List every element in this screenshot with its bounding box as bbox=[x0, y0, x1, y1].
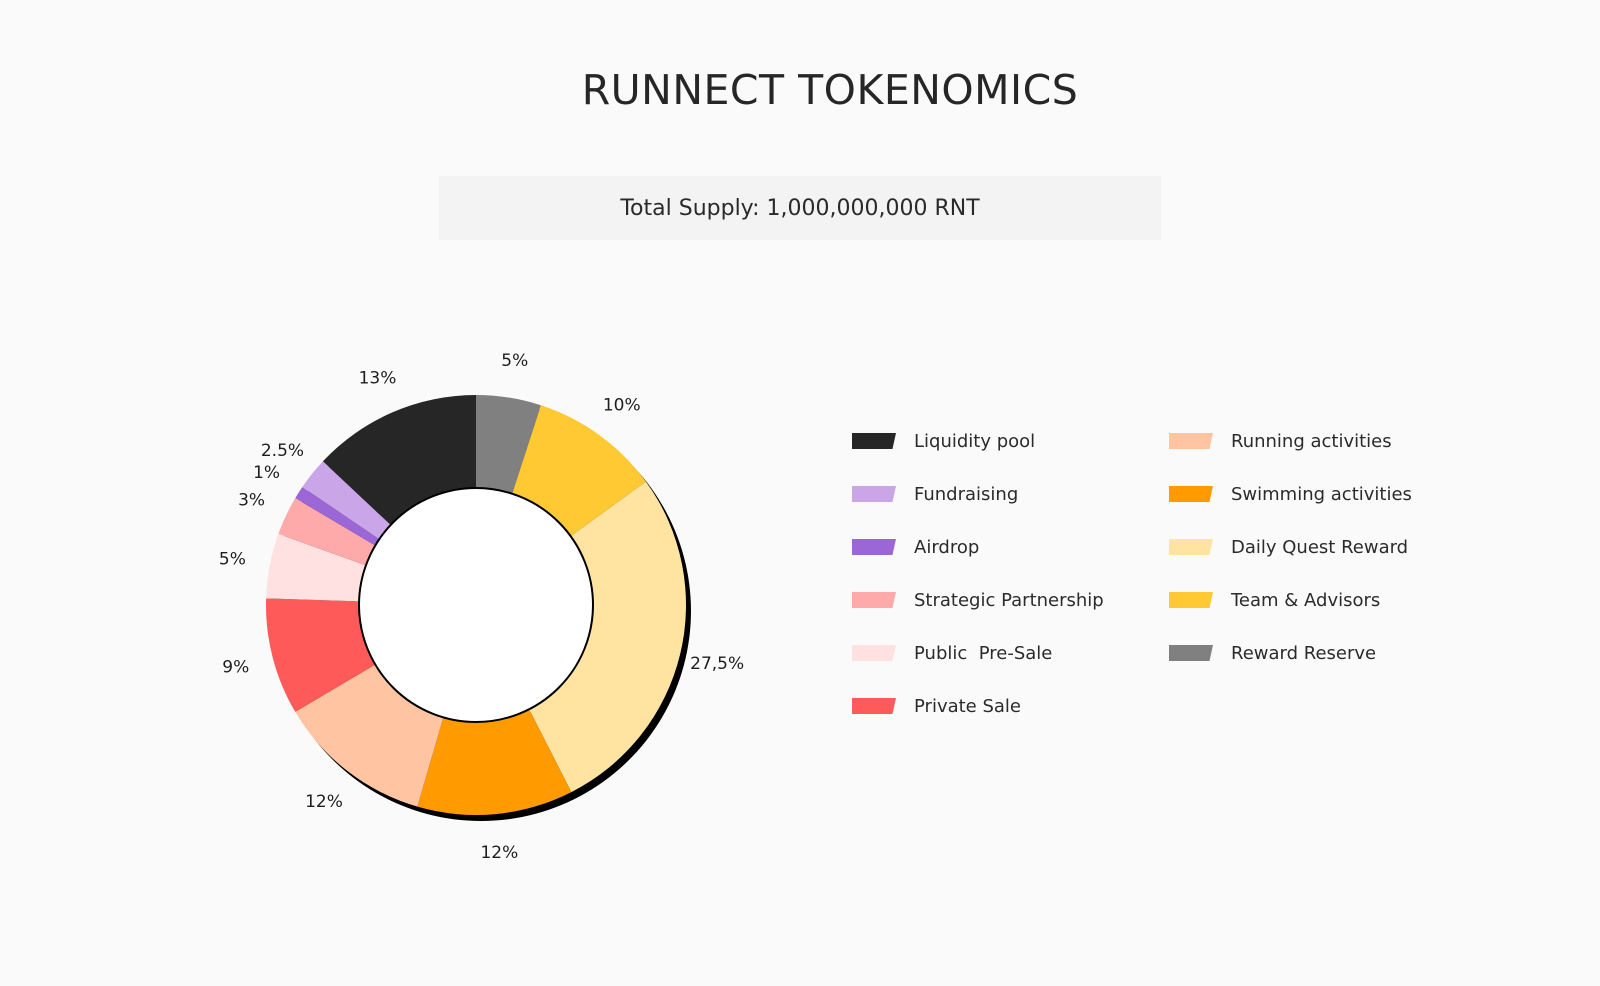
legend-label: Airdrop bbox=[914, 536, 980, 558]
total-supply-banner: Total Supply: 1,000,000,000 RNT bbox=[439, 176, 1161, 240]
donut-labels: 5% 10% 27,5% 12% 12% 9% 5% 3% 1%2.5% 13% bbox=[219, 351, 744, 863]
legend-swatch bbox=[852, 645, 896, 661]
legend-swatch bbox=[852, 592, 896, 608]
legend-label: Swimming activities bbox=[1231, 483, 1412, 505]
slice-label-public-pre-sale: 5% bbox=[219, 550, 246, 570]
legend-item-daily-quest-reward: Daily Quest Reward bbox=[1169, 535, 1408, 559]
slice-label-airdrop: 1% bbox=[253, 463, 280, 483]
legend-item-reward-reserve: Reward Reserve bbox=[1169, 641, 1376, 665]
legend-swatch bbox=[852, 433, 896, 449]
legend-label: Fundraising bbox=[914, 483, 1019, 505]
slice-liquidity-pool bbox=[322, 395, 476, 525]
legend-label: Team & Advisors bbox=[1231, 589, 1381, 611]
slice-label-daily-quest-reward: 27,5% bbox=[690, 654, 744, 674]
slice-label-private-sale: 9% bbox=[222, 658, 249, 678]
slice-strategic-partnership bbox=[278, 498, 376, 566]
legend-item-running-activities: Running activities bbox=[1169, 429, 1392, 453]
legend-label: Strategic Partnership bbox=[914, 589, 1104, 611]
slice-label-swimming-activities: 12% bbox=[480, 843, 518, 863]
legend-label: Private Sale bbox=[914, 695, 1022, 717]
legend-swatch bbox=[1169, 592, 1213, 608]
legend-item-team-and-advisors: Team & Advisors bbox=[1169, 588, 1380, 612]
legend-swatch bbox=[1169, 433, 1213, 449]
legend-item-fundraising: Fundraising bbox=[852, 482, 1018, 506]
legend-item-private-sale: Private Sale bbox=[852, 694, 1021, 718]
legend-swatch bbox=[1169, 645, 1213, 661]
slice-label-strategic-partnership: 3% bbox=[238, 490, 265, 510]
legend-swatch bbox=[852, 698, 896, 714]
legend-item-public-pre-sale: Public Pre-Sale bbox=[852, 641, 1052, 665]
slice-reward-reserve bbox=[476, 395, 541, 494]
slice-public-pre-sale bbox=[266, 533, 366, 602]
legend-swatch bbox=[1169, 486, 1213, 502]
total-supply-text: Total Supply: 1,000,000,000 RNT bbox=[620, 195, 980, 221]
legend-swatch bbox=[1169, 539, 1213, 555]
legend-swatch bbox=[852, 486, 896, 502]
slice-label-liquidity-pool: 13% bbox=[359, 368, 397, 388]
slice-daily-quest-reward bbox=[529, 481, 687, 793]
slice-private-sale bbox=[265, 598, 376, 712]
slice-swimming-activities bbox=[417, 709, 572, 815]
donut-slices bbox=[265, 395, 687, 815]
legend-item-liquidity-pool: Liquidity pool bbox=[852, 429, 1035, 453]
legend-item-strategic-partnership: Strategic Partnership bbox=[852, 588, 1104, 612]
slice-label-team-and-advisors: 10% bbox=[603, 395, 641, 415]
page-title: RUNNECT TOKENOMICS bbox=[581, 66, 1079, 114]
legend-label: Daily Quest Reward bbox=[1231, 536, 1409, 558]
legend-label: Liquidity pool bbox=[914, 430, 1036, 452]
slice-label-running-activities: 12% bbox=[305, 792, 343, 812]
slice-label-fundraising: 2.5% bbox=[261, 441, 304, 461]
legend-swatch bbox=[852, 539, 896, 555]
slice-team-and-advisors bbox=[512, 405, 646, 537]
legend-item-swimming-activities: Swimming activities bbox=[1169, 482, 1412, 506]
legend-label: Reward Reserve bbox=[1231, 642, 1377, 664]
donut-hole bbox=[358, 487, 594, 723]
legend-label: Public Pre-Sale bbox=[914, 642, 1053, 664]
legend-item-airdrop: Airdrop bbox=[852, 535, 979, 559]
legend-label: Running activities bbox=[1231, 430, 1392, 452]
slice-label-reward-reserve: 5% bbox=[501, 351, 528, 371]
slice-fundraising bbox=[302, 461, 391, 540]
slice-airdrop bbox=[295, 486, 380, 546]
